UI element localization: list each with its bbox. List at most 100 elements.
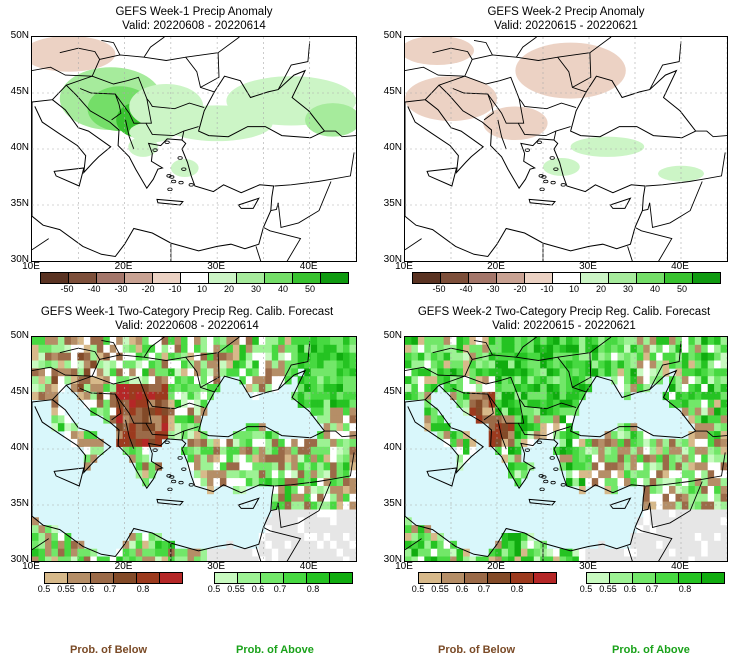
prob-cell: [297, 486, 305, 495]
prob-cell: [636, 431, 644, 440]
prob-below-label-left: Prob. of Below: [70, 644, 147, 656]
prob-cell: [336, 391, 344, 401]
prob-cell: [501, 337, 509, 346]
prob-cell: [291, 486, 299, 495]
colorbar-tick: 0.7: [477, 584, 491, 594]
prob-cell: [463, 548, 470, 557]
prob-cell: [122, 556, 130, 561]
prob-cell: [103, 352, 111, 361]
prob-cell: [265, 540, 273, 549]
prob-cell: [161, 548, 169, 557]
prob-cell: [585, 446, 593, 455]
prob-cell: [630, 446, 638, 455]
prob-cell: [559, 431, 567, 440]
prob-cell: [604, 462, 612, 471]
prob-cell: [148, 360, 156, 369]
panel1-lon-label: 20E: [114, 261, 133, 272]
prob-cell: [527, 399, 535, 408]
prob-cell: [520, 438, 528, 448]
prob-cell: [701, 556, 708, 561]
prob-cell: [161, 415, 169, 424]
prob-cell: [688, 344, 696, 353]
prob-cell: [304, 501, 312, 510]
country-border: [432, 347, 473, 360]
prob-cell: [688, 454, 696, 463]
colorbar-segment: [609, 273, 637, 283]
prob-cell: [168, 376, 175, 385]
prob-cell: [714, 431, 721, 440]
prob-cell: [181, 446, 188, 455]
prob-cell: [604, 344, 612, 353]
prob-cell: [310, 533, 318, 542]
prob-cell: [135, 454, 143, 463]
prob-cell: [508, 384, 515, 393]
panel1-lat-label: 45N: [10, 86, 29, 97]
country-border: [255, 546, 262, 561]
prob-cell: [675, 478, 683, 487]
prob-cell: [566, 415, 573, 424]
prob-cell: [714, 407, 721, 416]
prob-cell: [643, 376, 651, 385]
prob-cell: [129, 391, 137, 401]
colorbar-segment: [45, 573, 68, 583]
prob-cell: [656, 360, 663, 369]
prob-cell: [482, 407, 490, 416]
country-border: [101, 39, 121, 56]
prob-cell: [520, 391, 528, 401]
prob-cell: [278, 438, 286, 448]
prob-cell: [284, 454, 292, 463]
island: [169, 175, 175, 179]
prob-cell: [501, 446, 509, 455]
prob-cell: [207, 478, 214, 487]
prob-cell: [649, 486, 657, 495]
prob-cell: [181, 399, 188, 408]
prob-cell: [122, 360, 130, 369]
prob-cell: [291, 391, 299, 401]
prob-cell: [411, 352, 419, 361]
prob-cell: [624, 423, 631, 432]
prob-cell: [51, 399, 59, 408]
prob-cell: [411, 533, 419, 542]
prob-cell: [578, 384, 586, 393]
prob-cell: [194, 391, 201, 401]
prob-cell: [533, 548, 541, 557]
prob-cell: [330, 431, 337, 440]
prob-cell: [630, 423, 638, 432]
prob-cell: [656, 462, 663, 471]
prob-cell: [707, 486, 715, 495]
prob-cell: [405, 548, 412, 557]
prob-cell: [649, 446, 657, 455]
prob-cell: [720, 352, 727, 361]
prob-cell: [694, 391, 702, 401]
panel3-lon-label: 40E: [299, 561, 318, 572]
prob-cell: [349, 540, 356, 549]
prob-cell: [122, 431, 130, 440]
prob-cell: [51, 384, 59, 393]
prob-cell: [694, 337, 702, 346]
prob-cell: [546, 556, 554, 561]
prob-cell: [245, 368, 253, 377]
prob-cell: [540, 399, 547, 408]
prob-cell: [148, 431, 156, 440]
prob-cell: [90, 548, 98, 557]
island: [541, 475, 547, 479]
prob-cell: [330, 454, 337, 463]
prob-cell: [482, 376, 490, 385]
panel2-lon-label: 30E: [579, 261, 597, 272]
prob-cell: [291, 337, 299, 346]
prob-cell: [103, 360, 111, 369]
prob-cell: [430, 423, 438, 432]
prob-cell: [482, 399, 490, 408]
prob-cell: [520, 462, 528, 471]
prob-cell: [297, 556, 305, 561]
prob-cell: [96, 399, 104, 408]
prob-cell: [469, 446, 477, 455]
prob-cell: [559, 368, 567, 377]
prob-cell: [70, 423, 78, 432]
prob-cell: [681, 438, 689, 448]
prob-cell: [51, 360, 59, 369]
prob-cell: [681, 501, 689, 510]
prob-cell: [271, 384, 279, 393]
prob-cell: [271, 556, 279, 561]
prob-cell: [514, 446, 522, 455]
